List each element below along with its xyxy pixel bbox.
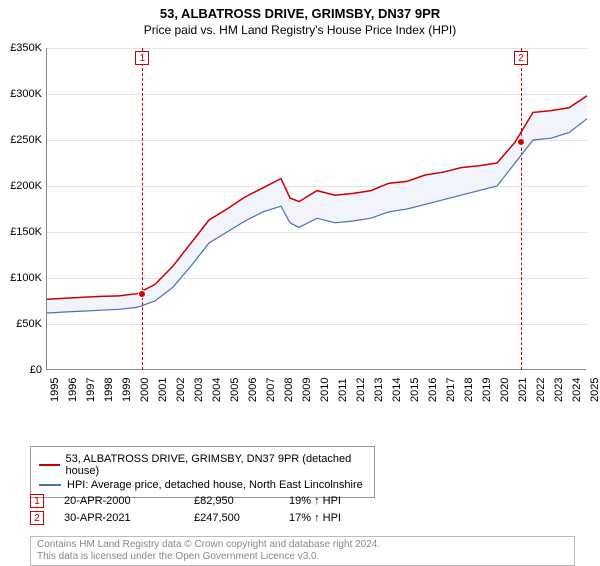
x-tick-label: 2016 bbox=[427, 378, 439, 402]
marker-date: 20-APR-2000 bbox=[64, 495, 174, 507]
plot-region: 12 bbox=[46, 48, 586, 370]
x-tick-label: 2011 bbox=[337, 378, 349, 402]
x-tick-label: 2004 bbox=[211, 378, 223, 402]
x-tick-label: 2000 bbox=[139, 378, 151, 402]
x-tick-label: 2009 bbox=[301, 378, 313, 402]
x-tick-label: 1998 bbox=[103, 378, 115, 402]
x-tick-label: 1996 bbox=[67, 378, 79, 402]
marker-date: 30-APR-2021 bbox=[64, 512, 174, 524]
legend-item: HPI: Average price, detached house, Nort… bbox=[39, 479, 366, 491]
x-tick-label: 2023 bbox=[553, 378, 565, 402]
y-tick-label: £200K bbox=[2, 180, 42, 192]
legend-label: HPI: Average price, detached house, Nort… bbox=[67, 479, 363, 491]
marker-price: £82,950 bbox=[194, 495, 269, 507]
x-tick-label: 2014 bbox=[391, 378, 403, 402]
y-tick-label: £300K bbox=[2, 88, 42, 100]
y-tick-label: £0 bbox=[2, 364, 42, 376]
y-tick-label: £250K bbox=[2, 134, 42, 146]
chart-subtitle: Price paid vs. HM Land Registry's House … bbox=[0, 23, 600, 37]
x-tick-label: 2025 bbox=[589, 378, 600, 402]
x-tick-label: 2012 bbox=[355, 378, 367, 402]
footer-line: This data is licensed under the Open Gov… bbox=[37, 551, 568, 563]
marker-pct: 17% ↑ HPI bbox=[289, 512, 379, 524]
legend-swatch bbox=[39, 464, 60, 466]
x-tick-label: 2022 bbox=[535, 378, 547, 402]
y-tick-label: £350K bbox=[2, 42, 42, 54]
marker-id-box: 2 bbox=[30, 511, 44, 525]
marker-table-row: 2 30-APR-2021 £247,500 17% ↑ HPI bbox=[30, 511, 379, 525]
x-tick-label: 2003 bbox=[193, 378, 205, 402]
x-tick-label: 2019 bbox=[481, 378, 493, 402]
x-tick-label: 1997 bbox=[85, 378, 97, 402]
x-tick-label: 2020 bbox=[499, 378, 511, 402]
legend-label: 53, ALBATROSS DRIVE, GRIMSBY, DN37 9PR (… bbox=[66, 453, 367, 477]
footer-attribution: Contains HM Land Registry data © Crown c… bbox=[30, 536, 575, 566]
x-tick-label: 2013 bbox=[373, 378, 385, 402]
marker-label-box: 2 bbox=[514, 51, 528, 65]
marker-dot bbox=[138, 290, 146, 298]
y-tick-label: £100K bbox=[2, 272, 42, 284]
x-tick-label: 2024 bbox=[571, 378, 583, 402]
marker-id-box: 1 bbox=[30, 494, 44, 508]
x-tick-label: 2006 bbox=[247, 378, 259, 402]
x-tick-label: 2015 bbox=[409, 378, 421, 402]
x-tick-label: 2007 bbox=[265, 378, 277, 402]
footer-line: Contains HM Land Registry data © Crown c… bbox=[37, 539, 568, 551]
x-tick-label: 2018 bbox=[463, 378, 475, 402]
x-tick-label: 2001 bbox=[157, 378, 169, 402]
chart-area: £0£50K£100K£150K£200K£250K£300K£350K 12 … bbox=[0, 48, 600, 408]
legend-item: 53, ALBATROSS DRIVE, GRIMSBY, DN37 9PR (… bbox=[39, 453, 366, 477]
chart-title: 53, ALBATROSS DRIVE, GRIMSBY, DN37 9PR bbox=[0, 6, 600, 21]
x-tick-label: 2021 bbox=[517, 378, 529, 402]
x-tick-label: 1999 bbox=[121, 378, 133, 402]
x-tick-label: 2010 bbox=[319, 378, 331, 402]
x-tick-label: 1995 bbox=[49, 378, 61, 402]
marker-table-row: 1 20-APR-2000 £82,950 19% ↑ HPI bbox=[30, 494, 379, 508]
marker-pct: 19% ↑ HPI bbox=[289, 495, 379, 507]
marker-price: £247,500 bbox=[194, 512, 269, 524]
y-tick-label: £50K bbox=[2, 318, 42, 330]
y-tick-label: £150K bbox=[2, 226, 42, 238]
x-tick-label: 2005 bbox=[229, 378, 241, 402]
x-tick-label: 2002 bbox=[175, 378, 187, 402]
x-tick-label: 2008 bbox=[283, 378, 295, 402]
marker-dot bbox=[517, 138, 525, 146]
x-tick-label: 2017 bbox=[445, 378, 457, 402]
legend-swatch bbox=[39, 484, 61, 486]
marker-label-box: 1 bbox=[135, 51, 149, 65]
marker-table: 1 20-APR-2000 £82,950 19% ↑ HPI 2 30-APR-2021… bbox=[30, 491, 379, 528]
